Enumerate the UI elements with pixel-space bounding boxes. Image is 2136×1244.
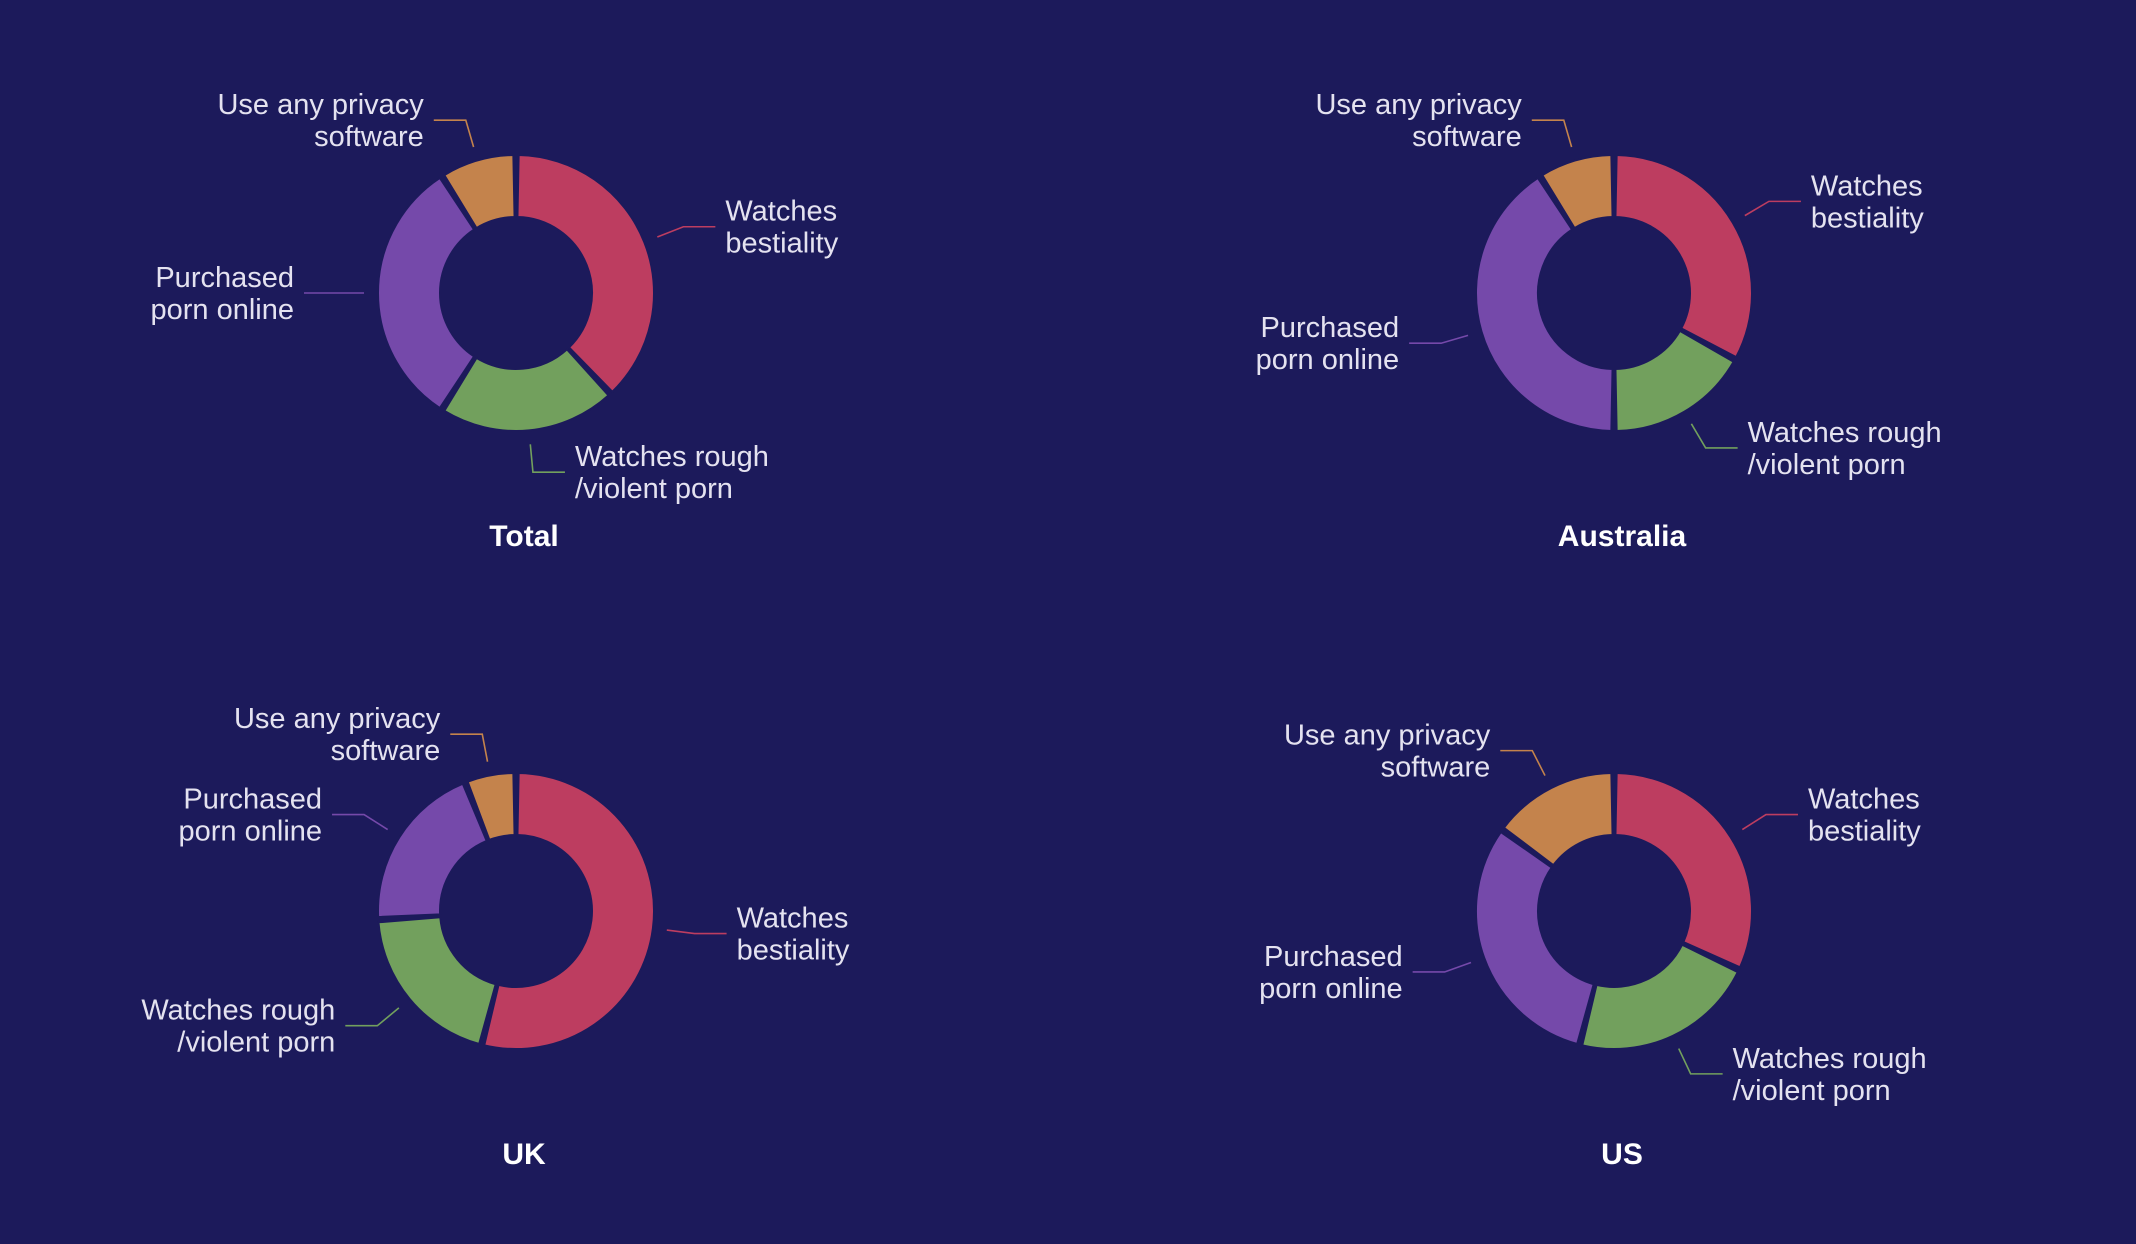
slice-label-watches-rough-violent-porn: Watches rough/violent porn [1748, 417, 1942, 481]
slice-label-watches-bestiality: Watches bestiality [1811, 170, 1924, 234]
chart-title-uk: UK [502, 1138, 546, 1171]
slice-label-purchased-porn-online: Purchased porn online [1256, 312, 1400, 376]
slice-purchased-porn-online[interactable] [1475, 830, 1595, 1046]
slice-label-watches-bestiality: Watches bestiality [725, 196, 838, 260]
slice-label-use-any-privacy-software: Use any privacy software [217, 89, 424, 153]
slice-label-watches-rough-violent-porn: Watches rough/violent porn [575, 441, 769, 505]
leader-line-watches-rough-violent-porn [345, 1007, 400, 1027]
donut-chart-uk: Watches bestiality Watches rough/violent p… [141, 703, 850, 1171]
slice-use-any-privacy-software[interactable] [442, 154, 516, 230]
leader-line-watches-bestiality [1744, 200, 1801, 217]
slice-purchased-porn-online[interactable] [1474, 176, 1614, 432]
leader-line-watches-bestiality [657, 225, 716, 238]
slice-watches-rough-violent-porn[interactable] [442, 347, 610, 432]
slice-watches-rough-violent-porn[interactable] [377, 916, 497, 1046]
slice-label-watches-bestiality: Watches bestiality [1808, 784, 1921, 848]
slice-watches-rough-violent-porn[interactable] [1581, 943, 1740, 1050]
slice-label-watches-bestiality: Watches bestiality [737, 903, 850, 967]
leader-line-use-any-privacy-software [433, 119, 475, 148]
leader-line-purchased-porn-online [332, 813, 389, 831]
slice-use-any-privacy-software[interactable] [1540, 154, 1614, 230]
leader-line-watches-rough-violent-porn [1677, 1048, 1723, 1075]
slice-watches-rough-violent-porn[interactable] [1614, 329, 1735, 432]
leader-line-use-any-privacy-software [1500, 749, 1546, 776]
slice-watches-bestiality[interactable] [1614, 772, 1753, 969]
donut-chart-us: Watches bestiality Watches rough/violent p… [1259, 720, 1926, 1171]
slice-purchased-porn-online[interactable] [377, 782, 488, 919]
slice-watches-bestiality[interactable] [1614, 154, 1753, 359]
slice-purchased-porn-online[interactable] [377, 176, 476, 410]
slice-label-use-any-privacy-software: Use any privacy software [234, 703, 441, 767]
slice-label-use-any-privacy-software: Use any privacy software [1284, 720, 1491, 784]
slice-label-purchased-porn-online: Purchased porn online [179, 784, 323, 848]
slice-watches-bestiality[interactable] [516, 154, 655, 394]
slice-use-any-privacy-software[interactable] [1502, 772, 1614, 867]
slice-label-watches-rough-violent-porn: Watches rough/violent porn [1733, 1043, 1927, 1107]
leader-line-purchased-porn-online [1409, 334, 1469, 345]
chart-title-australia: Australia [1558, 520, 1687, 553]
chart-title-us: US [1601, 1138, 1643, 1171]
leader-line-watches-rough-violent-porn [1690, 423, 1738, 449]
chart-title-total: Total [489, 520, 558, 553]
leader-line-use-any-privacy-software [450, 733, 489, 762]
slice-label-watches-rough-violent-porn: Watches rough/violent porn [141, 995, 335, 1059]
donut-chart-total: Watches bestiality Watches rough/violent p… [151, 89, 839, 553]
leader-line-watches-bestiality [666, 929, 727, 935]
slice-watches-bestiality[interactable] [483, 772, 655, 1050]
donut-chart-australia: Watches bestiality Watches rough/violent p… [1256, 89, 1942, 553]
slice-label-purchased-porn-online: Purchased porn online [1259, 941, 1403, 1005]
slice-use-any-privacy-software[interactable] [466, 772, 516, 842]
leader-line-use-any-privacy-software [1531, 119, 1573, 148]
leader-line-watches-rough-violent-porn [529, 444, 565, 474]
slice-label-use-any-privacy-software: Use any privacy software [1315, 89, 1522, 153]
leader-line-watches-bestiality [1741, 813, 1798, 831]
slice-label-purchased-porn-online: Purchased porn online [151, 262, 295, 326]
leader-line-purchased-porn-online [1412, 961, 1472, 973]
